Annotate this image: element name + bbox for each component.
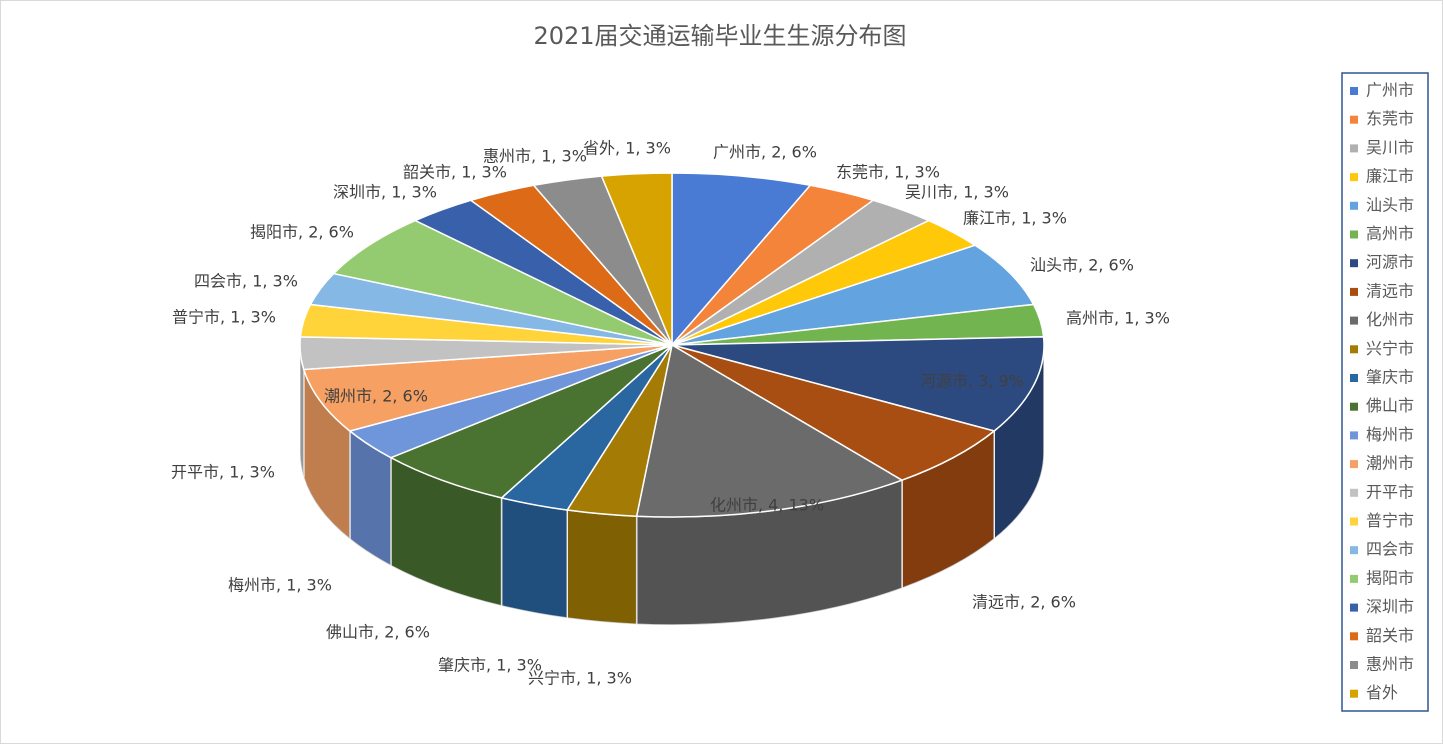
legend-label: 清远市: [1366, 281, 1414, 300]
legend-label: 韶关市: [1366, 626, 1414, 645]
legend-swatch: [1350, 316, 1358, 325]
legend-label: 汕头市: [1366, 195, 1414, 214]
slice-side-shade: [567, 510, 637, 625]
data-label: 省外, 1, 3%: [583, 139, 671, 158]
legend-swatch: [1350, 230, 1358, 239]
slice-side-shade: [636, 480, 902, 625]
slice: [671, 244, 1035, 346]
data-label: 四会市, 1, 3%: [194, 272, 298, 291]
slice: [389, 344, 673, 499]
legend-swatch: [1350, 144, 1358, 153]
legend-label: 河源市: [1366, 253, 1414, 272]
legend-label: 东莞市: [1366, 109, 1414, 128]
legend-label: 潮州市: [1366, 454, 1414, 473]
data-label: 兴宁市, 1, 3%: [528, 669, 632, 688]
data-label: 深圳市, 1, 3%: [333, 183, 437, 202]
slice: [302, 344, 673, 432]
legend: 广州市东莞市吴川市廉江市汕头市高州市河源市清远市化州市兴宁市肇庆市佛山市梅州市潮…: [1350, 81, 1414, 702]
legend-label: 省外: [1366, 683, 1398, 702]
slice: [671, 336, 1045, 432]
legend-swatch: [1350, 431, 1358, 440]
slice-side-shade: [303, 369, 350, 539]
data-label: 潮州市, 2, 6%: [324, 387, 428, 406]
slice-side-shade: [901, 431, 995, 589]
legend-label: 肇庆市: [1366, 368, 1414, 387]
pie: 广州市, 2, 6% 东莞市, 1, 3%吴川市, 1, 3% 廉江市, 1, 3%…: [171, 139, 1170, 688]
legend-swatch: [1350, 402, 1358, 411]
chart-title: 2021届交通运输毕业生生源分布图: [533, 22, 906, 50]
slice-side-shade: [994, 345, 1044, 539]
data-label: 廉江市, 1, 3%: [963, 209, 1067, 228]
legend-label: 佛山市: [1366, 396, 1414, 415]
legend-label: 深圳市: [1366, 597, 1414, 616]
legend-swatch: [1350, 287, 1358, 296]
legend-swatch: [1350, 517, 1358, 526]
legend-label: 广州市: [1366, 81, 1414, 100]
legend-label: 揭阳市: [1366, 568, 1414, 587]
legend-label: 开平市: [1366, 482, 1414, 501]
legend-swatch: [1350, 115, 1358, 124]
legend-label: 廉江市: [1366, 167, 1414, 186]
legend-swatch: [1350, 632, 1358, 641]
data-label: 普宁市, 1, 3%: [172, 308, 276, 327]
slice-side-shade: [300, 345, 304, 478]
data-label: 广州市, 2, 6%: [713, 143, 817, 162]
legend-swatch: [1350, 574, 1358, 583]
data-label: 高州市, 1, 3%: [1066, 309, 1170, 328]
data-label: 汕头市, 2, 6%: [1030, 256, 1134, 275]
slice: [671, 344, 996, 482]
data-label: 开平市, 1, 3%: [171, 463, 275, 482]
legend-swatch: [1350, 201, 1358, 210]
legend-label: 惠州市: [1366, 655, 1414, 674]
legend-swatch: [1350, 460, 1358, 469]
legend-swatch: [1350, 661, 1358, 669]
legend-swatch: [1350, 374, 1358, 382]
legend-label: 兴宁市: [1366, 339, 1414, 358]
slice-side-shade: [501, 497, 568, 619]
legend-swatch: [1350, 259, 1358, 268]
legend-label: 普宁市: [1366, 511, 1414, 530]
legend-swatch: [1350, 345, 1358, 354]
legend-label: 梅州市: [1366, 425, 1414, 444]
legend-swatch: [1350, 173, 1358, 182]
data-label: 揭阳市, 2, 6%: [250, 223, 354, 242]
slice: [635, 343, 904, 518]
data-label: 梅州市, 1, 3%: [228, 576, 332, 595]
slice-side-shade: [390, 457, 502, 606]
data-label: 韶关市, 1, 3%: [403, 163, 507, 182]
legend-swatch: [1350, 689, 1358, 698]
legend-swatch: [1350, 87, 1358, 95]
data-label: 惠州市, 1, 3%: [483, 147, 587, 166]
data-label: 肇庆市, 1, 3%: [438, 656, 542, 675]
data-label: 河源市, 3, 9%: [920, 372, 1024, 391]
slice: [332, 219, 673, 346]
legend-swatch: [1350, 488, 1358, 497]
legend-swatch: [1350, 603, 1358, 612]
legend-label: 吴川市: [1366, 138, 1414, 157]
legend-label: 四会市: [1366, 540, 1414, 559]
data-label: 化州市, 4, 13%: [710, 496, 824, 515]
slice: [600, 172, 673, 346]
data-label: 佛山市, 2, 6%: [326, 623, 430, 642]
data-label: 吴川市, 1, 3%: [905, 183, 1009, 202]
legend-label: 化州市: [1366, 310, 1414, 329]
legend-swatch: [1350, 546, 1358, 555]
data-label: 东莞市, 1, 3%: [836, 163, 940, 182]
legend-label: 高州市: [1366, 224, 1414, 243]
data-label: 清远市, 2, 6%: [972, 593, 1076, 612]
slice-side-shade: [349, 431, 391, 566]
slice: [671, 172, 812, 348]
